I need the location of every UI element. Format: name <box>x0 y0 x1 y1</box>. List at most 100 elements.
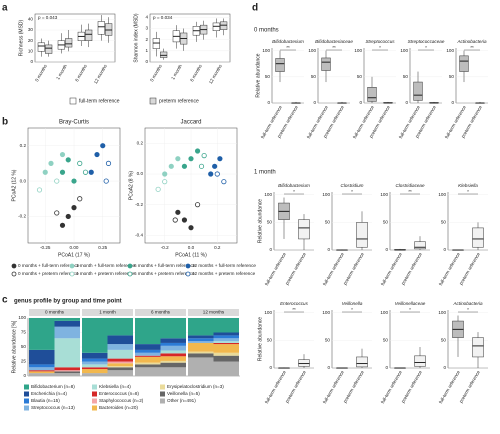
bar-segment <box>188 351 214 354</box>
box <box>212 22 220 31</box>
bar-segment <box>107 349 133 359</box>
bar-segment <box>135 344 161 350</box>
y-tick-label: 25 <box>21 359 27 364</box>
annotation: * <box>293 189 295 194</box>
box <box>97 21 105 35</box>
annotation: p = 0.043 <box>38 15 58 20</box>
box <box>105 23 113 36</box>
bar-segment <box>107 367 133 371</box>
bar-segment <box>107 370 133 376</box>
legend-marker <box>127 271 133 277</box>
legend-label: Other (n=491) <box>167 398 196 403</box>
point <box>77 160 83 166</box>
chart-title: Clostridium <box>341 183 364 188</box>
bar-segment <box>213 341 239 343</box>
bar-segment <box>29 364 55 368</box>
x-tick-label: 0 months <box>34 63 48 82</box>
legend-label: 12 months + full-term reference <box>192 263 256 268</box>
annotation: * <box>379 45 381 50</box>
row-label: 1 month <box>254 170 276 176</box>
bar-segment <box>82 369 108 374</box>
legend-label: 6 months + full-term reference <box>134 263 196 268</box>
bar-segment <box>54 320 80 327</box>
bar-segment <box>160 318 186 339</box>
legend-label: Enterococcus (n=8) <box>99 391 139 396</box>
annotation: ** <box>286 45 290 50</box>
point <box>162 171 168 177</box>
bar-segment <box>107 361 133 364</box>
y-tick-label: 100 <box>380 192 388 197</box>
chart-title: Klebsiella <box>458 183 478 188</box>
y-tick-label: 0 <box>385 247 388 252</box>
y-tick-label: 100 <box>438 192 446 197</box>
x-tick-label: -0.2 <box>161 245 169 250</box>
legend-swatch <box>92 391 97 397</box>
chart-title: Bifidobacterium <box>272 39 304 44</box>
y-tick-label: 0 <box>327 247 330 252</box>
bar-segment <box>135 356 161 363</box>
chart-title: Streptococcus <box>365 39 395 44</box>
y-tick-label: 0 <box>313 100 316 105</box>
legend-label: Veillonella (n=5) <box>167 391 200 396</box>
annotation: * <box>425 45 427 50</box>
bar-segment <box>213 361 239 376</box>
y-tick-label: 1 <box>145 48 148 53</box>
annotation: * <box>351 189 353 194</box>
box <box>321 57 331 71</box>
bar-segment <box>160 353 186 357</box>
annotation: * <box>467 189 469 194</box>
bar-segment <box>107 335 133 345</box>
chart-title: genus profile by group and time point <box>14 299 122 305</box>
bar-segment <box>107 318 133 336</box>
point <box>198 163 205 169</box>
x-tick-label: 0 months <box>149 63 163 82</box>
y-tick-label: 50 <box>267 338 273 343</box>
y-axis-label: Relative abundance <box>255 53 261 97</box>
y-tick-label: 0 <box>269 365 272 370</box>
y-tick-label: 100 <box>354 48 362 53</box>
y-tick-label: 100 <box>400 48 408 53</box>
legend-label: 0 months + full-term reference <box>18 263 80 268</box>
legend-label: Blautia (n=15) <box>31 398 60 403</box>
box <box>472 227 484 248</box>
point <box>172 217 178 223</box>
y-tick-label: 50 <box>403 74 409 79</box>
x-axis-label: PCoA1 (11 %) <box>175 252 207 258</box>
point <box>77 196 83 202</box>
bar-segment <box>188 353 214 358</box>
box <box>413 81 423 101</box>
bar-segment <box>82 318 108 353</box>
point <box>42 169 48 175</box>
x-tick-label: 6 months <box>74 63 88 82</box>
annotation: ** <box>470 45 474 50</box>
x-tick-label: full-term reference <box>264 251 287 286</box>
bar-segment <box>29 373 55 376</box>
point <box>82 169 89 175</box>
box <box>356 222 368 248</box>
box <box>414 355 426 367</box>
y-tick-label: 0 <box>385 365 388 370</box>
y-tick-label: 50 <box>21 344 27 349</box>
point <box>168 163 174 169</box>
box <box>152 38 160 49</box>
point <box>221 179 227 185</box>
box <box>414 241 426 250</box>
y-tick-label: 100 <box>322 310 330 315</box>
box <box>45 44 53 54</box>
box <box>472 337 484 358</box>
legend-swatch <box>92 405 97 411</box>
box <box>220 21 228 30</box>
y-axis-label: Relative abundance [%] <box>11 320 17 373</box>
y-tick-label: 50 <box>383 338 389 343</box>
x-tick-label: full-term reference <box>264 369 287 404</box>
y-tick-label: 0 <box>443 365 446 370</box>
point <box>188 156 194 162</box>
x-tick-label: full-term reference <box>438 251 461 286</box>
facet-label: 12 months <box>203 310 225 315</box>
point <box>212 163 218 169</box>
point <box>48 160 54 166</box>
y-tick-label: 100 <box>322 192 330 197</box>
point <box>36 187 43 193</box>
point <box>88 169 94 175</box>
